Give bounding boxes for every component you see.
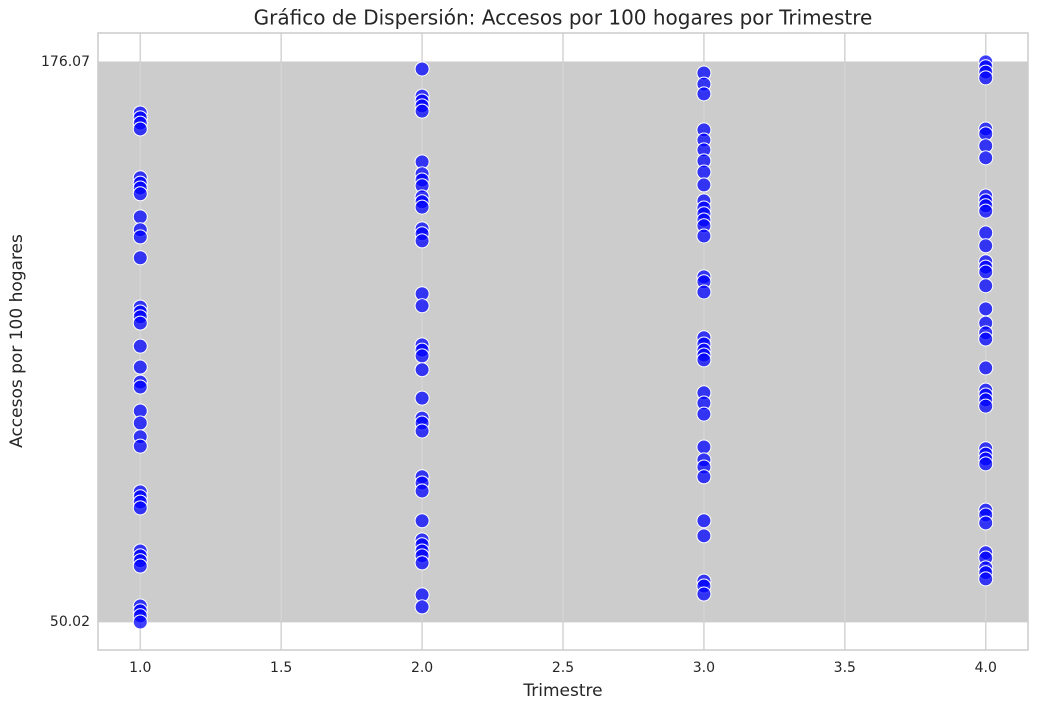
point — [696, 284, 712, 300]
plot-frame — [97, 32, 1029, 651]
point — [132, 229, 148, 245]
point — [414, 362, 430, 378]
point — [414, 513, 430, 529]
point — [696, 164, 712, 180]
x-tick-label: 3.0 — [693, 660, 715, 676]
point — [132, 500, 148, 516]
y-axis-label: Accesos por 100 hogares — [7, 234, 27, 448]
point — [696, 352, 712, 368]
point — [414, 233, 430, 249]
y-tick-label: 176.07 — [41, 54, 90, 70]
point — [978, 264, 994, 280]
point — [132, 209, 148, 225]
point — [696, 177, 712, 193]
point — [696, 86, 712, 102]
point — [132, 379, 148, 395]
point — [132, 614, 148, 630]
point — [696, 406, 712, 422]
point — [414, 199, 430, 215]
point — [414, 599, 430, 615]
point — [696, 469, 712, 485]
x-tick-label: 3.5 — [834, 660, 856, 676]
point — [978, 331, 994, 347]
point — [132, 438, 148, 454]
point — [414, 483, 430, 499]
x-axis-label: Trimestre — [522, 681, 602, 701]
point — [696, 439, 712, 455]
point — [132, 558, 148, 574]
point — [414, 298, 430, 314]
point — [978, 70, 994, 86]
x-tick-label: 2.5 — [552, 660, 574, 676]
point — [978, 456, 994, 472]
point — [978, 278, 994, 294]
point — [414, 348, 430, 364]
y-tick-label: 50.02 — [50, 614, 90, 630]
point — [132, 315, 148, 331]
point — [414, 103, 430, 119]
x-tick-label: 4.0 — [975, 660, 997, 676]
point — [414, 390, 430, 406]
point — [978, 571, 994, 587]
point — [414, 555, 430, 571]
point — [978, 225, 994, 241]
point — [132, 186, 148, 202]
point — [132, 250, 148, 266]
point — [696, 513, 712, 529]
point — [978, 360, 994, 376]
point — [978, 301, 994, 317]
point — [414, 423, 430, 439]
point — [978, 203, 994, 219]
point — [132, 338, 148, 354]
point — [132, 121, 148, 137]
chart-title: Gráfico de Dispersión: Accesos por 100 h… — [254, 6, 873, 30]
x-tick-label: 1.0 — [129, 660, 151, 676]
point — [978, 398, 994, 414]
point — [978, 150, 994, 166]
x-tick-label: 2.0 — [411, 660, 433, 676]
point — [132, 359, 148, 375]
point — [696, 586, 712, 602]
point — [978, 238, 994, 254]
point — [696, 228, 712, 244]
point — [978, 515, 994, 531]
point — [696, 528, 712, 544]
point — [132, 415, 148, 431]
point — [414, 61, 430, 77]
x-tick-label: 1.5 — [270, 660, 292, 676]
